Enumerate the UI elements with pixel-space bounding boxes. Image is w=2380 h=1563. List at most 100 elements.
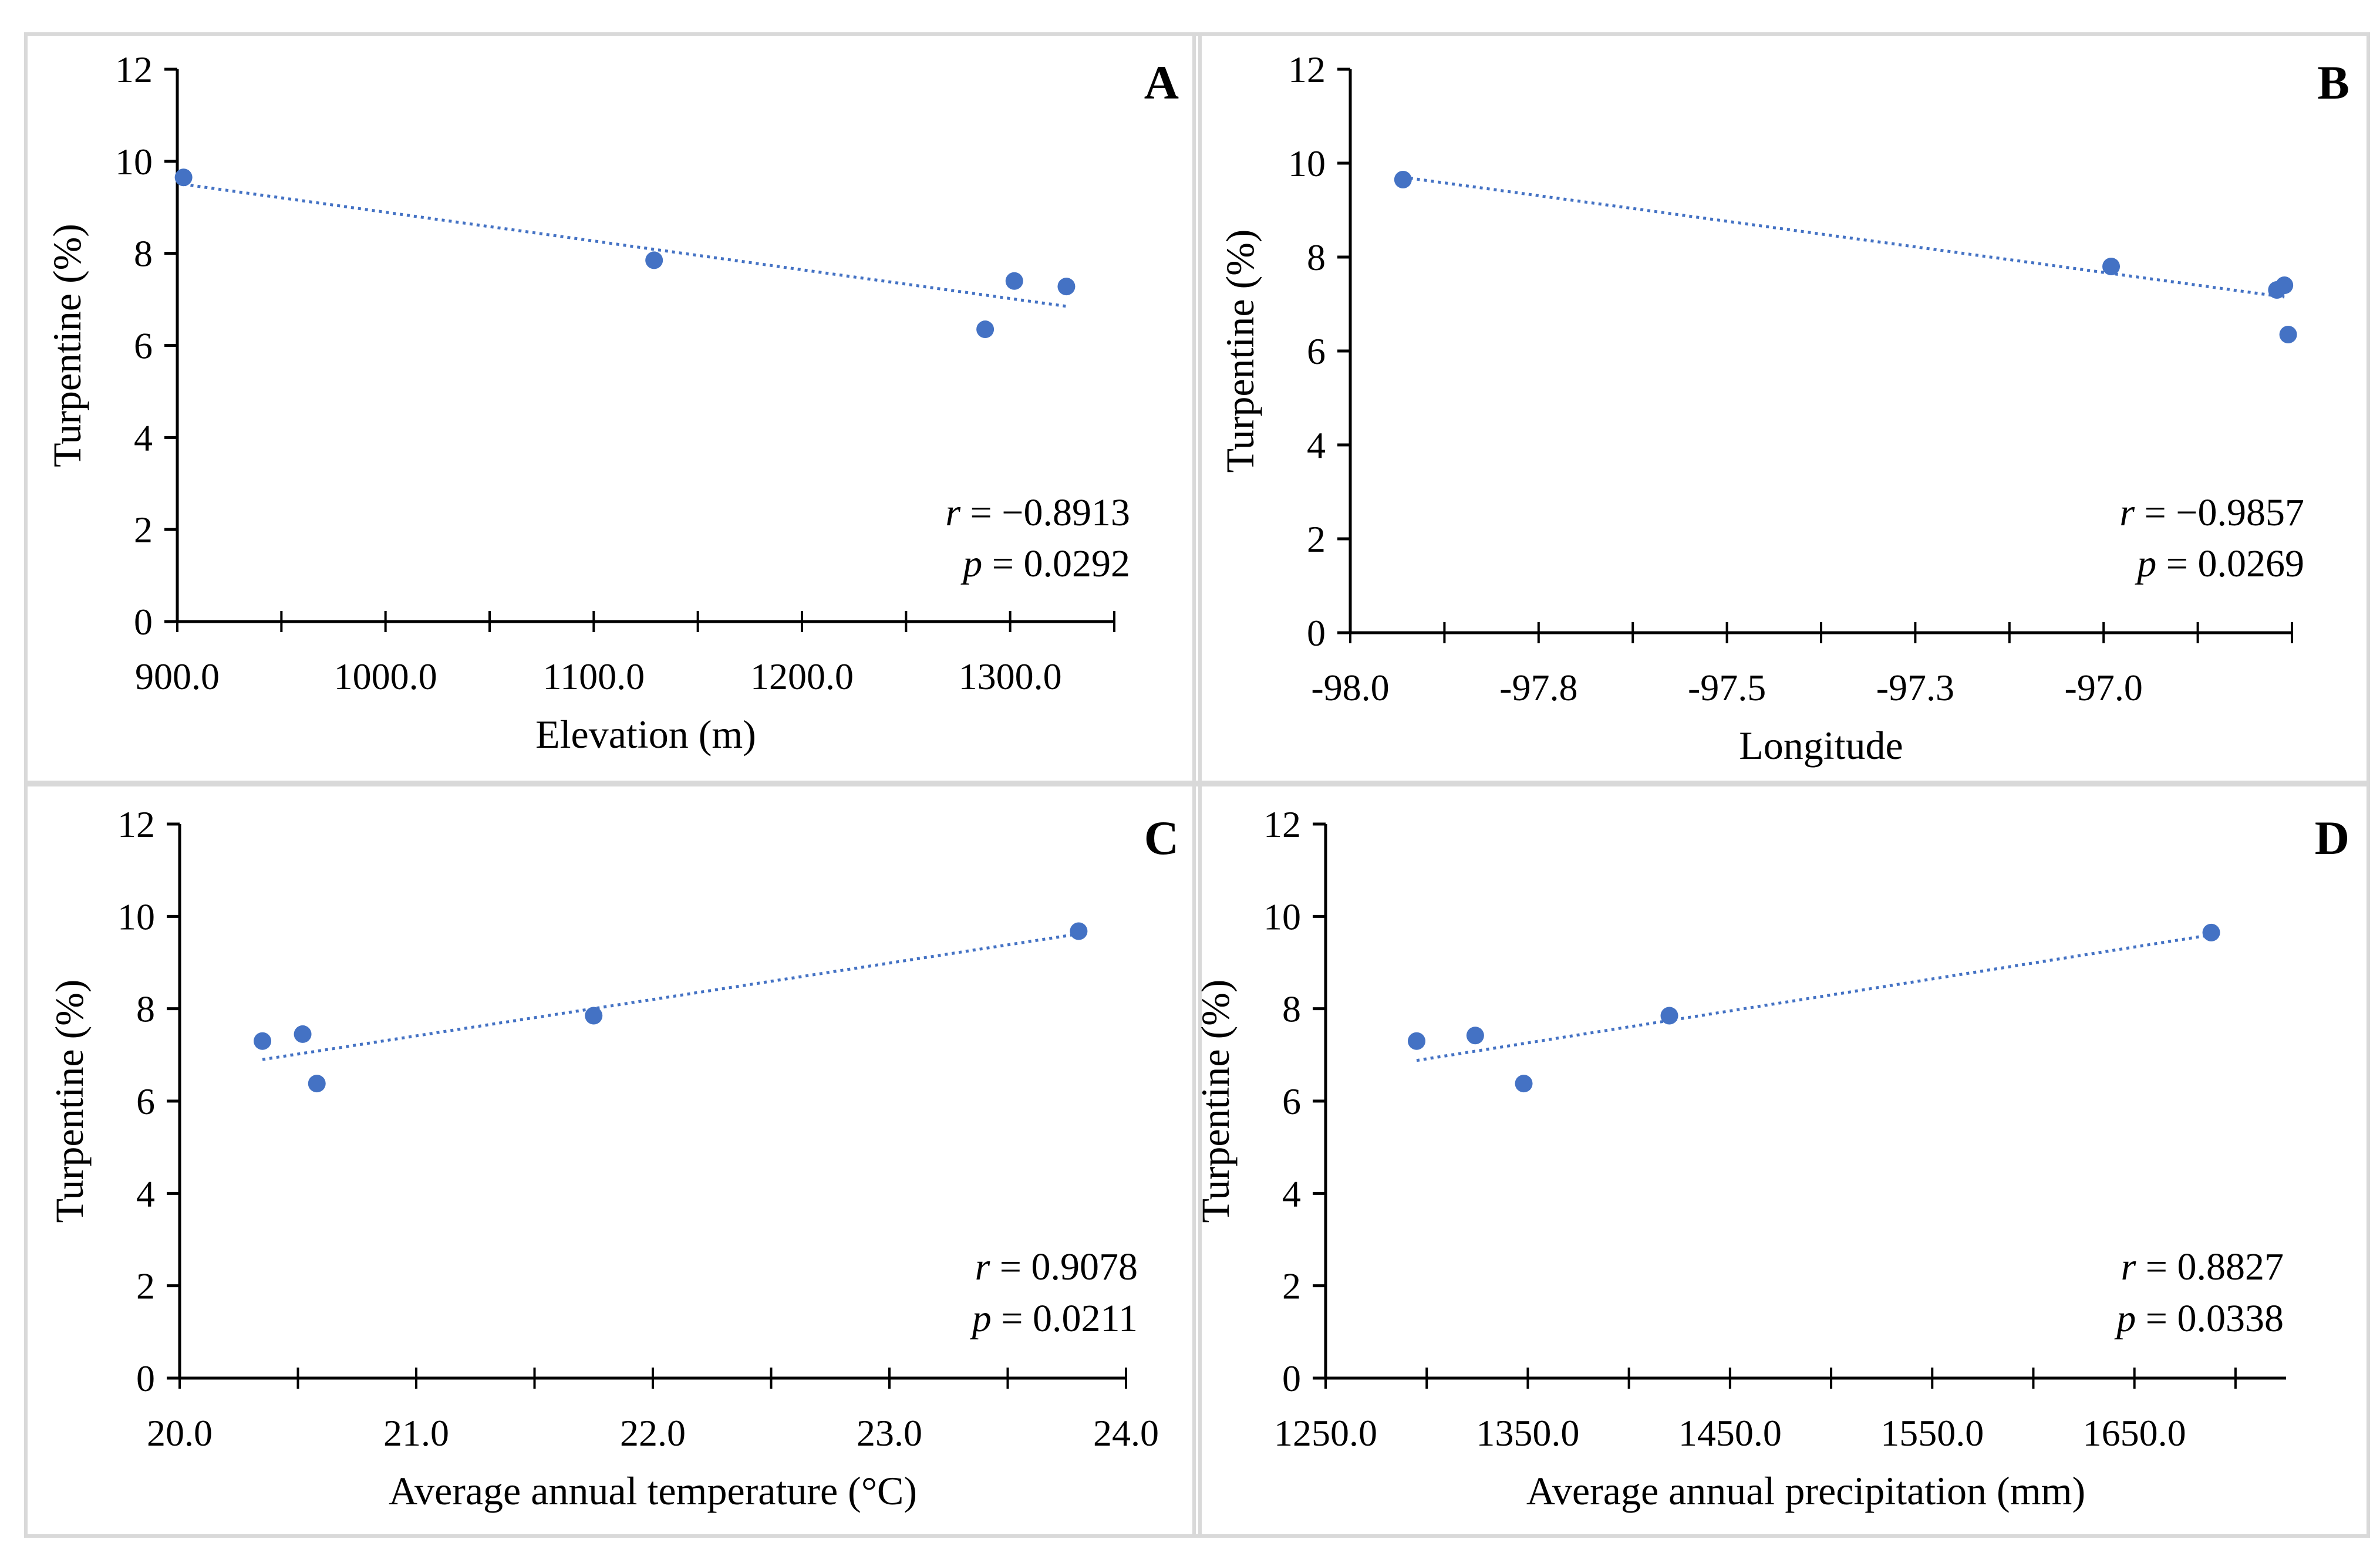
data-point xyxy=(254,1032,272,1050)
trendline xyxy=(1416,933,2212,1062)
y-tick-label: 2 xyxy=(136,1265,155,1307)
p-symbol: p xyxy=(970,1297,992,1340)
y-tick-label: 2 xyxy=(134,509,153,551)
y-tick-label: 10 xyxy=(1288,143,1326,184)
data-point xyxy=(1660,1007,1678,1025)
data-point xyxy=(976,320,995,339)
x-tick-label: 1250.0 xyxy=(1274,1412,1377,1454)
p-statistic: p = 0.0292 xyxy=(960,542,1130,585)
y-tick-label: 0 xyxy=(1307,612,1326,654)
panel-letter: C xyxy=(1144,811,1179,865)
data-point xyxy=(2202,923,2220,941)
y-axis-label: Turpentine (%) xyxy=(1193,980,1238,1223)
y-tick-label: 4 xyxy=(1282,1173,1301,1214)
data-point xyxy=(308,1075,326,1093)
y-tick-label: 8 xyxy=(134,233,153,275)
p-symbol: p xyxy=(960,542,982,585)
y-tick-label: 8 xyxy=(136,988,155,1030)
panel-border xyxy=(24,32,1202,784)
r-value: = 0.9078 xyxy=(990,1245,1138,1288)
r-value: = −0.9857 xyxy=(2135,491,2304,534)
data-point xyxy=(585,1007,603,1025)
y-tick-label: 0 xyxy=(1282,1358,1301,1399)
x-tick-label: 1650.0 xyxy=(2083,1412,2186,1454)
data-point xyxy=(1466,1027,1484,1045)
y-tick-label: 4 xyxy=(134,417,153,458)
y-tick-label: 12 xyxy=(117,804,155,845)
data-point xyxy=(1005,272,1023,290)
x-tick-label: 1300.0 xyxy=(959,656,1062,697)
x-tick-label: 1200.0 xyxy=(750,656,854,697)
r-value: = −0.8913 xyxy=(960,491,1130,534)
trendline xyxy=(1403,175,2285,299)
y-tick-label: 2 xyxy=(1307,518,1326,560)
x-tick-label: -97.5 xyxy=(1688,667,1766,708)
y-tick-label: 2 xyxy=(1282,1265,1301,1307)
x-axis-label: Longitude xyxy=(1739,723,1903,768)
panel-d: 0 2 4 6 8 10 12 1250.0 1350.0 1450.0 1550.0 1650.0 A… xyxy=(1192,783,2370,1538)
y-tick-label: 10 xyxy=(115,141,153,183)
y-tick-label: 12 xyxy=(1263,804,1301,845)
panel-border xyxy=(1192,32,2370,784)
x-tick-label: -98.0 xyxy=(1311,667,1389,708)
y-tick-label: 8 xyxy=(1282,988,1301,1030)
y-tick-label: 4 xyxy=(136,1173,155,1214)
x-tick-label: 24.0 xyxy=(1093,1412,1159,1454)
x-tick-label: 23.0 xyxy=(857,1412,922,1454)
y-axis-label: Turpentine (%) xyxy=(47,980,92,1223)
y-tick-label: 12 xyxy=(115,49,153,90)
y-tick-label: 6 xyxy=(136,1081,155,1122)
data-point xyxy=(645,251,663,269)
y-tick-label: 12 xyxy=(1288,49,1326,90)
panel-a: 0 2 4 6 8 10 12 900.0 1000.0 1100.0 1200.0 1300.0 El… xyxy=(24,32,1202,784)
x-tick-label: 21.0 xyxy=(383,1412,449,1454)
data-point xyxy=(294,1025,312,1043)
r-statistic: r = −0.8913 xyxy=(945,491,1130,534)
p-symbol: p xyxy=(2114,1297,2136,1340)
r-symbol: r xyxy=(975,1245,990,1288)
r-statistic: r = 0.9078 xyxy=(975,1245,1138,1288)
y-tick-label: 6 xyxy=(1282,1081,1301,1122)
x-tick-label: 1350.0 xyxy=(1476,1412,1579,1454)
panel-b: 0 2 4 6 8 10 12 -98.0 -97.8 -97.5 -97.3 -97.0 Longit… xyxy=(1192,32,2370,784)
data-point xyxy=(1070,922,1088,940)
p-value: = 0.0292 xyxy=(982,542,1130,585)
x-tick-label: -97.0 xyxy=(2065,667,2143,708)
data-point xyxy=(1407,1032,1425,1050)
p-statistic: p = 0.0211 xyxy=(970,1297,1138,1340)
y-tick-label: 10 xyxy=(117,896,155,937)
data-point xyxy=(2279,326,2297,343)
x-tick-label: 1000.0 xyxy=(334,656,437,697)
trendline xyxy=(262,932,1079,1061)
p-value: = 0.0211 xyxy=(992,1297,1138,1340)
r-symbol: r xyxy=(2119,491,2135,534)
panel-border xyxy=(24,783,1202,1538)
y-axis-label: Turpentine (%) xyxy=(45,224,89,467)
x-tick-label: 1100.0 xyxy=(543,656,645,697)
x-tick-label: -97.3 xyxy=(1876,667,1954,708)
r-statistic: r = −0.9857 xyxy=(2119,491,2304,534)
y-tick-label: 0 xyxy=(136,1358,155,1399)
data-point xyxy=(2102,258,2121,275)
p-symbol: p xyxy=(2135,542,2156,585)
data-point xyxy=(2276,276,2294,294)
data-point xyxy=(1057,278,1076,296)
x-axis-label: Average annual temperature (°C) xyxy=(389,1469,917,1513)
y-tick-label: 6 xyxy=(1307,330,1326,372)
panel-letter: B xyxy=(2317,56,2349,109)
y-tick-label: 10 xyxy=(1263,896,1301,937)
x-tick-label: 1450.0 xyxy=(1678,1412,1782,1454)
r-statistic: r = 0.8827 xyxy=(2121,1245,2284,1288)
data-point xyxy=(174,168,193,187)
r-symbol: r xyxy=(945,491,960,534)
r-symbol: r xyxy=(2121,1245,2136,1288)
y-axis-label: Turpentine (%) xyxy=(1218,229,1262,473)
trendline xyxy=(183,183,1067,308)
panel-letter: D xyxy=(2315,811,2349,865)
r-value: = 0.8827 xyxy=(2136,1245,2284,1288)
x-tick-label: -97.8 xyxy=(1499,667,1577,708)
data-point xyxy=(1394,171,1412,188)
x-axis-label: Elevation (m) xyxy=(535,712,756,757)
